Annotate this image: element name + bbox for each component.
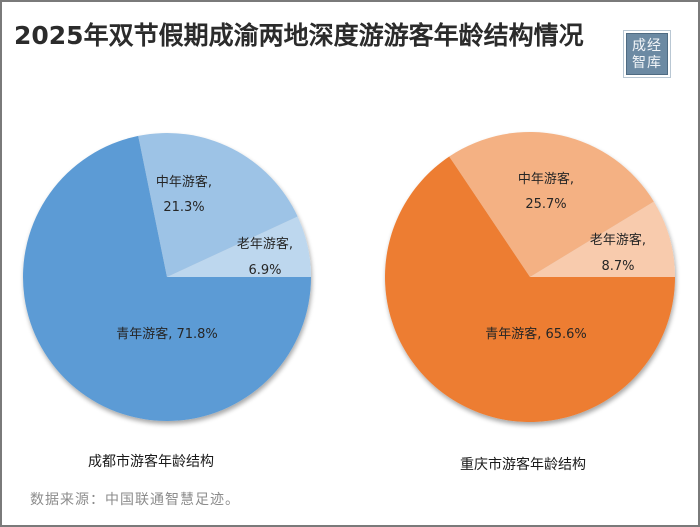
chongqing-elderly-label-name: 老年游客, <box>590 232 646 248</box>
chongqing-chart-title: 重庆市游客年龄结构 <box>460 457 586 473</box>
chongqing-slice-elderly[interactable] <box>530 201 675 277</box>
data-source-note: 数据来源：中国联通智慧足迹。 <box>30 492 240 508</box>
chengdu-chart-title: 成都市游客年龄结构 <box>88 454 214 470</box>
chengdu-slice-elderly[interactable] <box>167 216 311 277</box>
chengdu-pie <box>22 132 311 421</box>
page-title: 2025年双节假期成渝两地深度游游客年龄结构情况 <box>14 21 584 50</box>
chengdu-slice-middle-aged[interactable] <box>138 132 298 277</box>
chongqing-slice-young[interactable] <box>385 156 675 422</box>
chengdu-elderly-label-value: 6.9% <box>248 263 281 278</box>
logo-line-2: 智库 <box>632 55 662 71</box>
chengdu-middle-label-name: 中年游客, <box>156 174 212 190</box>
chengdu-middle-label-value: 21.3% <box>163 200 204 215</box>
chengdu-elderly-label-name: 老年游客, <box>237 236 293 252</box>
chongqing-middle-label-value: 25.7% <box>525 197 566 212</box>
chongqing-middle-label-name: 中年游客, <box>518 171 574 187</box>
chengdu-slice-young[interactable] <box>22 135 311 421</box>
chengdu-young-label: 青年游客, 71.8% <box>116 326 218 342</box>
chongqing-young-label: 青年游客, 65.6% <box>485 326 587 342</box>
logo-line-1: 成经 <box>632 38 662 54</box>
chongqing-pie <box>385 131 675 422</box>
brand-logo: 成经 智库 <box>626 33 668 75</box>
chongqing-elderly-label-value: 8.7% <box>601 259 634 274</box>
chongqing-slice-middle-aged[interactable] <box>449 131 654 277</box>
